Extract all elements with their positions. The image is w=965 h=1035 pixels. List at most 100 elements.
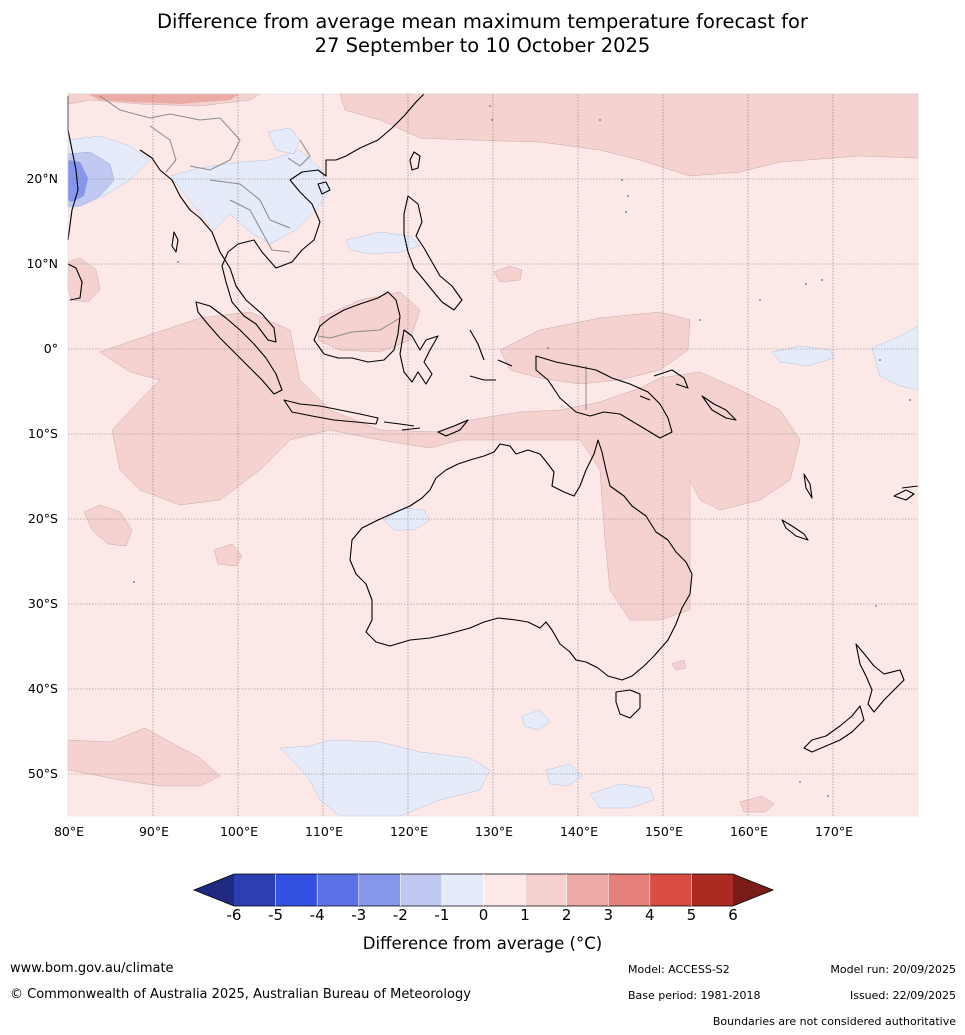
australia-coastline: [349, 439, 693, 681]
lon-label-150e: 150°E: [644, 824, 683, 839]
new-caledonia-coastline: [781, 519, 809, 541]
colorbar-extend-high: [733, 874, 773, 906]
country-borders: [99, 95, 587, 410]
colorbar-tick-label: -5: [268, 906, 284, 924]
footer-issued: Issued: 22/09/2025: [849, 989, 956, 1002]
colorbar-swatch: [317, 874, 360, 906]
colorbar-swatch: [275, 874, 318, 906]
lat-label-20n: 20°N: [26, 171, 58, 186]
lat-label-50s: 50°S: [27, 766, 58, 781]
colorbar-swatch: [441, 874, 484, 906]
bismarck-coastline: [639, 369, 689, 401]
colorbar-swatch: [525, 874, 567, 906]
java-coastline: [283, 399, 379, 425]
title-line-2: 27 September to 10 October 2025: [314, 34, 651, 57]
colorbar-tick-label: 5: [686, 906, 697, 924]
borneo-coastline: [313, 291, 401, 363]
colorbar-swatch: [400, 874, 443, 906]
colorbar-tick-label: -4: [309, 906, 325, 924]
lon-label-120e: 120°E: [389, 824, 428, 839]
small-islands: [133, 105, 911, 797]
lat-label-10s: 10°S: [27, 426, 58, 441]
solomon-islands-coastline: [701, 395, 737, 421]
colorbar-swatch: [566, 874, 609, 906]
title-line-1: Difference from average mean maximum tem…: [157, 10, 808, 33]
lon-label-130e: 130°E: [474, 824, 513, 839]
sulawesi-coastline: [399, 329, 439, 385]
nz-north-coastline: [855, 643, 905, 713]
lon-label-140e: 140°E: [559, 824, 598, 839]
warm-anomaly-strong: [88, 94, 240, 104]
warm-region-west-small: [83, 504, 133, 547]
cool-region-indochina: [169, 149, 331, 245]
philippines-coastline: [403, 195, 463, 311]
cool-region-southern-ocean: [279, 739, 491, 817]
coastlines: [67, 93, 919, 753]
sri-lanka-coastline: [171, 231, 179, 253]
sumatra-coastline: [195, 301, 283, 395]
footer-disclaimer: Boundaries are not considered authoritat…: [712, 1015, 956, 1028]
colorbar-swatch: [483, 874, 526, 906]
lat-label-equator: 0°: [43, 341, 58, 356]
moluccas-coastline: [469, 329, 513, 381]
footer-website[interactable]: www.bom.gov.au/climate: [10, 961, 174, 976]
cool-region-south-small-2: [545, 763, 583, 787]
tasmania-coastline: [615, 689, 641, 719]
warm-region-west-small-2: [213, 543, 243, 567]
colorbar-tick-label: -1: [434, 906, 450, 924]
graticule: [68, 94, 918, 816]
colorbar-swatch: [358, 874, 401, 906]
colorbar-tick-label: 4: [645, 906, 655, 924]
cool-region-pacific-small: [771, 345, 835, 367]
lon-label-160e: 160°E: [729, 824, 768, 839]
colorbar-tick-label: 1: [520, 906, 530, 924]
colorbar-extend-low: [194, 874, 234, 906]
lat-label-30s: 30°S: [27, 596, 58, 611]
footer-model-run: Model run: 20/09/2025: [830, 963, 956, 976]
new-guinea-coastline: [535, 355, 673, 439]
lon-label-100e: 100°E: [219, 824, 258, 839]
footer-copyright: © Commonwealth of Australia 2025, Austra…: [10, 987, 471, 1002]
warm-region-indian-ocean: [99, 311, 801, 621]
colorbar-swatch: [649, 874, 692, 906]
timor-coastline: [437, 419, 469, 437]
cool-anomaly-stronger: [68, 160, 88, 202]
colorbar-tick-label: 3: [603, 906, 614, 924]
footer-base-period: Base period: 1981-2018: [628, 989, 761, 1002]
colorbar-label: Difference from average (°C): [362, 934, 603, 953]
nz-south-coastline: [803, 705, 865, 753]
colorbar-outline: [192, 873, 775, 907]
cool-stronger-region-india: [68, 160, 88, 202]
colorbar-tick-label: 6: [728, 906, 738, 924]
taiwan-coastline: [409, 151, 421, 171]
hainan-coastline: [317, 181, 331, 195]
lat-label-10n: 10°N: [26, 256, 58, 271]
colorbar-swatch: [608, 874, 651, 906]
warm-region-pacific-band: [499, 311, 691, 385]
warm-region-borneo: [317, 291, 421, 353]
colorbar-tick-label: -6: [226, 906, 242, 924]
cool-region-philippine-sea: [345, 231, 421, 255]
map-frame: [67, 93, 919, 817]
warm-region-tasman: [739, 795, 775, 813]
cool-region-south-small-1: [521, 709, 551, 731]
colorbar-swatch: [234, 874, 276, 906]
warm-anomaly-regions: [67, 93, 919, 813]
lat-label-20s: 20°S: [27, 511, 58, 526]
warm-region-pacific-small: [493, 265, 523, 283]
warm-strong-region-north: [88, 94, 240, 104]
colorbar-tick-label: -3: [351, 906, 367, 924]
nusa-tenggara-coastline: [383, 421, 421, 431]
madagascar-hint: [67, 263, 83, 301]
fiji-coastline: [893, 485, 919, 501]
colorbar-tick-label: 2: [561, 906, 572, 924]
lon-label-90e: 90°E: [138, 824, 170, 839]
warm-region-southern: [67, 727, 221, 787]
warm-region-nz: [671, 659, 687, 671]
vanuatu-coastline: [803, 473, 813, 499]
cool-region-south-small-3: [589, 783, 655, 809]
colorbar-tick-label: 0: [478, 906, 489, 924]
lon-label-110e: 110°E: [304, 824, 343, 839]
colorbar: [192, 873, 775, 907]
